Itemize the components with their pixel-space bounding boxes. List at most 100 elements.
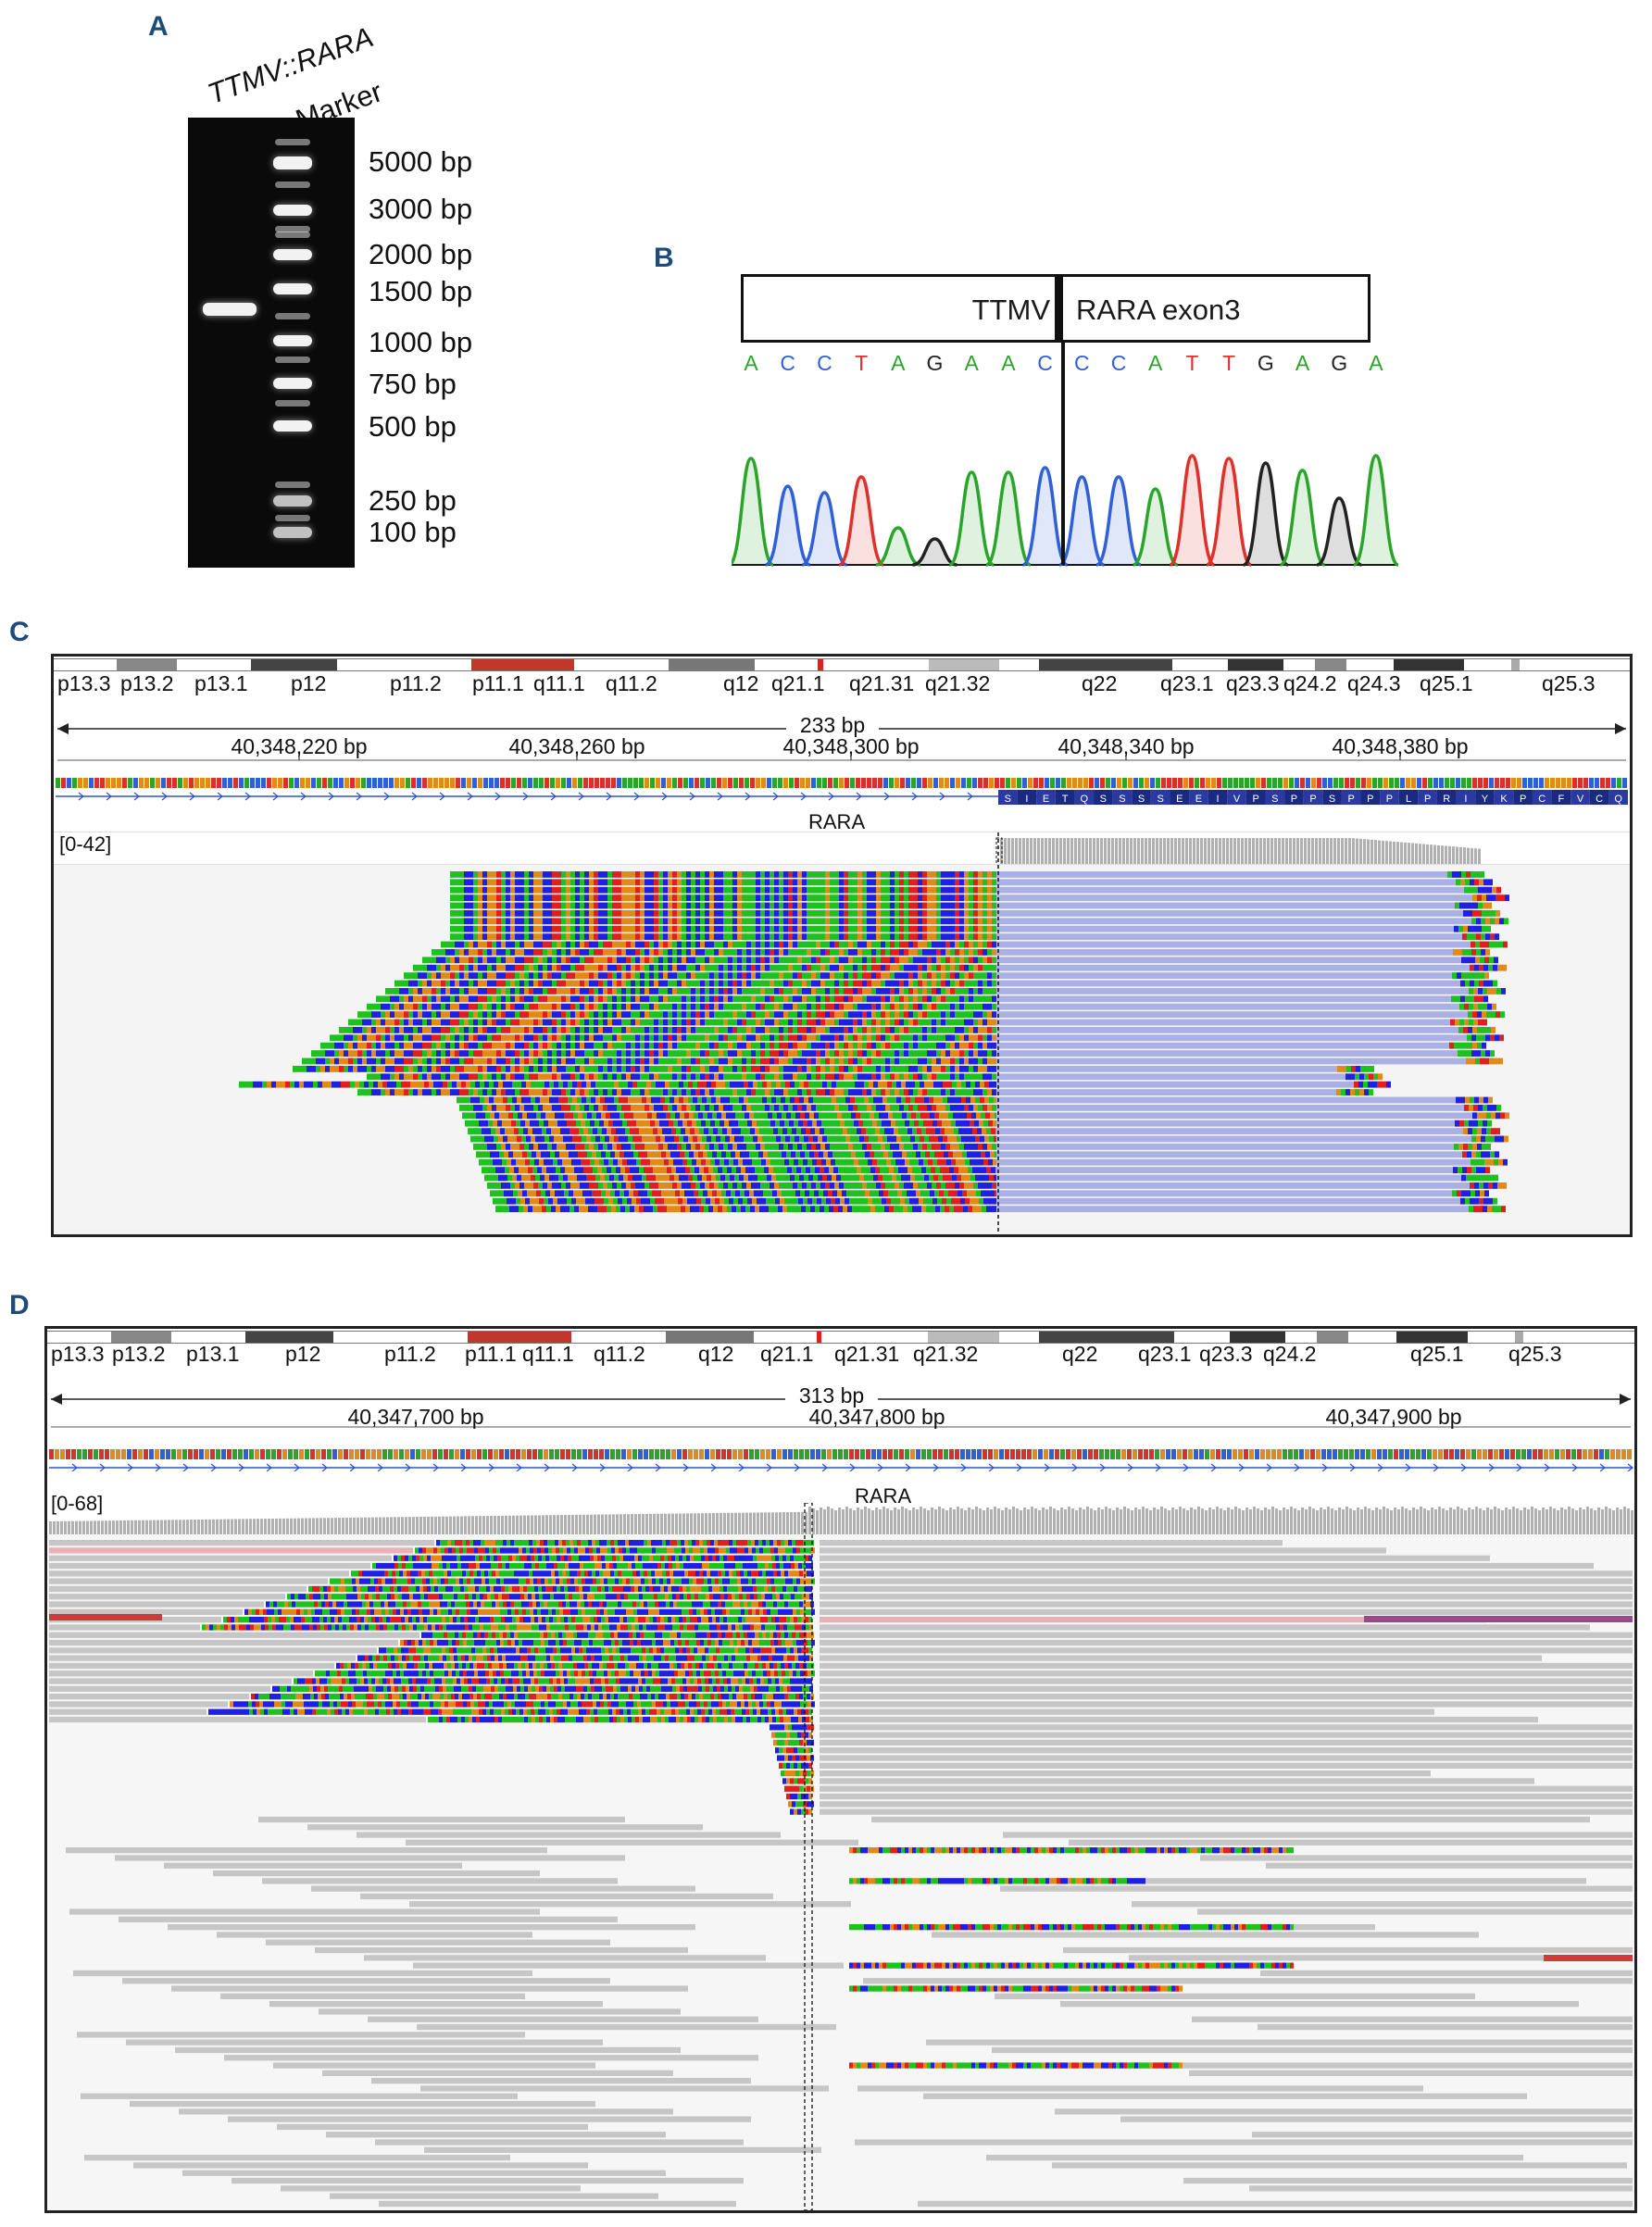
cytoband-label: q24.2 bbox=[1263, 1342, 1317, 1366]
base-call: A bbox=[891, 351, 906, 375]
cytoband-label: q23.3 bbox=[1226, 671, 1280, 695]
svg-text:C: C bbox=[1596, 794, 1603, 805]
marker-size-label: 1500 bp bbox=[369, 275, 473, 307]
cytoband-label: p11.2 bbox=[384, 1342, 436, 1366]
trace-peak bbox=[1132, 487, 1179, 567]
cytoband-label: q21.31 bbox=[849, 671, 915, 695]
svg-text:P: P bbox=[1253, 794, 1259, 805]
base-call: G bbox=[926, 351, 944, 375]
svg-text:L: L bbox=[1406, 794, 1411, 805]
coverage-range-c: [0-42] bbox=[59, 832, 112, 856]
ttmv-label: TTMV bbox=[971, 294, 1050, 326]
trace-peak bbox=[1352, 454, 1398, 567]
marker-size-label: 3000 bp bbox=[369, 193, 473, 225]
marker-faint-band bbox=[275, 357, 310, 363]
base-call: A bbox=[1369, 351, 1383, 375]
cytoband-label: q21.1 bbox=[771, 671, 825, 695]
cytoband-label: q11.2 bbox=[606, 671, 657, 695]
svg-text:P: P bbox=[1291, 794, 1297, 805]
base-call: C bbox=[1037, 351, 1053, 375]
marker-size-label: 5000 bp bbox=[369, 145, 473, 178]
cytoband-label: p13.1 bbox=[186, 1342, 240, 1366]
cytoband-label: q12 bbox=[723, 671, 759, 695]
chromatogram bbox=[732, 454, 1398, 567]
marker-faint-band bbox=[275, 400, 310, 407]
base-call: A bbox=[1295, 351, 1310, 375]
gene-label-d: RARA bbox=[855, 1484, 912, 1508]
ideogram-c[interactable] bbox=[54, 658, 1630, 671]
svg-text:Y: Y bbox=[1482, 794, 1489, 805]
rara-exon3-label: RARA exon3 bbox=[1076, 294, 1241, 326]
base-call: G bbox=[1257, 351, 1274, 375]
trace-peak bbox=[985, 470, 1032, 567]
svg-text:I: I bbox=[1025, 794, 1028, 805]
alignment-track-d[interactable] bbox=[47, 1503, 1634, 2210]
trace-peak bbox=[764, 484, 811, 567]
rara-segment-box: RARA exon3 bbox=[1063, 274, 1370, 343]
marker-band bbox=[273, 495, 312, 507]
svg-text:S: S bbox=[1005, 794, 1011, 805]
cytoband-label: q25.1 bbox=[1410, 1342, 1464, 1366]
marker-band bbox=[273, 156, 312, 169]
svg-text:R: R bbox=[1443, 794, 1450, 805]
cytoband-label: p13.3 bbox=[57, 671, 111, 695]
alignment-track-c[interactable] bbox=[54, 832, 1630, 1234]
cytoband-label: p13.2 bbox=[120, 671, 174, 695]
trace-peak bbox=[1316, 496, 1362, 567]
ruler-c[interactable]: 233 bp bbox=[54, 708, 1630, 764]
marker-faint-band bbox=[275, 313, 310, 319]
svg-text:S: S bbox=[1100, 794, 1107, 805]
marker-band bbox=[273, 249, 312, 260]
fusion-junction-line-top bbox=[1055, 274, 1063, 343]
agarose-gel-image bbox=[188, 118, 355, 568]
panel-label-c: C bbox=[9, 617, 30, 647]
trace-peak bbox=[1021, 466, 1069, 567]
trace-peak bbox=[801, 491, 848, 567]
igv-view-d: p13.3 p13.2 p13.1 p12 p11.2 p11.1 q11.1 q11.2 q1… bbox=[44, 1326, 1637, 2213]
cytoband-label: p13.3 bbox=[51, 1342, 105, 1366]
trace-peak bbox=[1058, 475, 1106, 567]
ruler-d[interactable]: 313 bp bbox=[47, 1379, 1634, 1434]
base-call: C bbox=[1110, 351, 1127, 375]
svg-text:S: S bbox=[1138, 794, 1145, 805]
marker-faint-band bbox=[275, 139, 310, 145]
cytoband-label: q21.1 bbox=[760, 1342, 814, 1366]
cytoband-label: p11.1 bbox=[465, 1342, 517, 1366]
base-call: T bbox=[855, 351, 869, 375]
panel-label-b: B bbox=[654, 243, 674, 273]
ruler-tick-label: 40,347,700 bp bbox=[347, 1405, 484, 1429]
cytoband-label: p13.2 bbox=[112, 1342, 166, 1366]
cytoband-label: q24.3 bbox=[1347, 671, 1401, 695]
base-call: T bbox=[1185, 351, 1199, 375]
panel-label-a: A bbox=[148, 11, 169, 42]
cytoband-label: q21.31 bbox=[834, 1342, 900, 1366]
base-call: C bbox=[817, 351, 832, 375]
trace-peak bbox=[732, 457, 774, 567]
cytoband-label: q21.32 bbox=[913, 1342, 979, 1366]
svg-text:I: I bbox=[1464, 794, 1467, 805]
cytoband-label: q21.32 bbox=[925, 671, 991, 695]
cytoband-label: q25.1 bbox=[1420, 671, 1473, 695]
marker-faint-band bbox=[275, 515, 310, 521]
marker-faint-band bbox=[275, 226, 310, 232]
ttmv-segment-box: TTMV bbox=[741, 274, 1063, 343]
cytoband-label: q22 bbox=[1082, 671, 1118, 695]
ruler-tick-label: 40,347,900 bp bbox=[1325, 1405, 1462, 1429]
base-call: C bbox=[1073, 351, 1090, 375]
marker-size-label: 1000 bp bbox=[369, 326, 473, 358]
cytoband-label: q11.1 bbox=[533, 671, 585, 695]
base-call: A bbox=[964, 351, 979, 375]
svg-text:Q: Q bbox=[1614, 794, 1622, 805]
ideogram-d[interactable] bbox=[47, 1331, 1634, 1344]
base-call: C bbox=[780, 351, 795, 375]
cytoband-label: q11.1 bbox=[522, 1342, 574, 1366]
marker-band bbox=[273, 378, 312, 389]
svg-text:V: V bbox=[1577, 794, 1584, 805]
trace-peak bbox=[875, 526, 921, 567]
cytoband-label: q25.3 bbox=[1508, 1342, 1562, 1366]
marker-size-label: 250 bp bbox=[369, 484, 457, 517]
marker-size-label: 100 bp bbox=[369, 516, 457, 548]
svg-text:C: C bbox=[1538, 794, 1546, 805]
trace-peak bbox=[948, 470, 995, 567]
